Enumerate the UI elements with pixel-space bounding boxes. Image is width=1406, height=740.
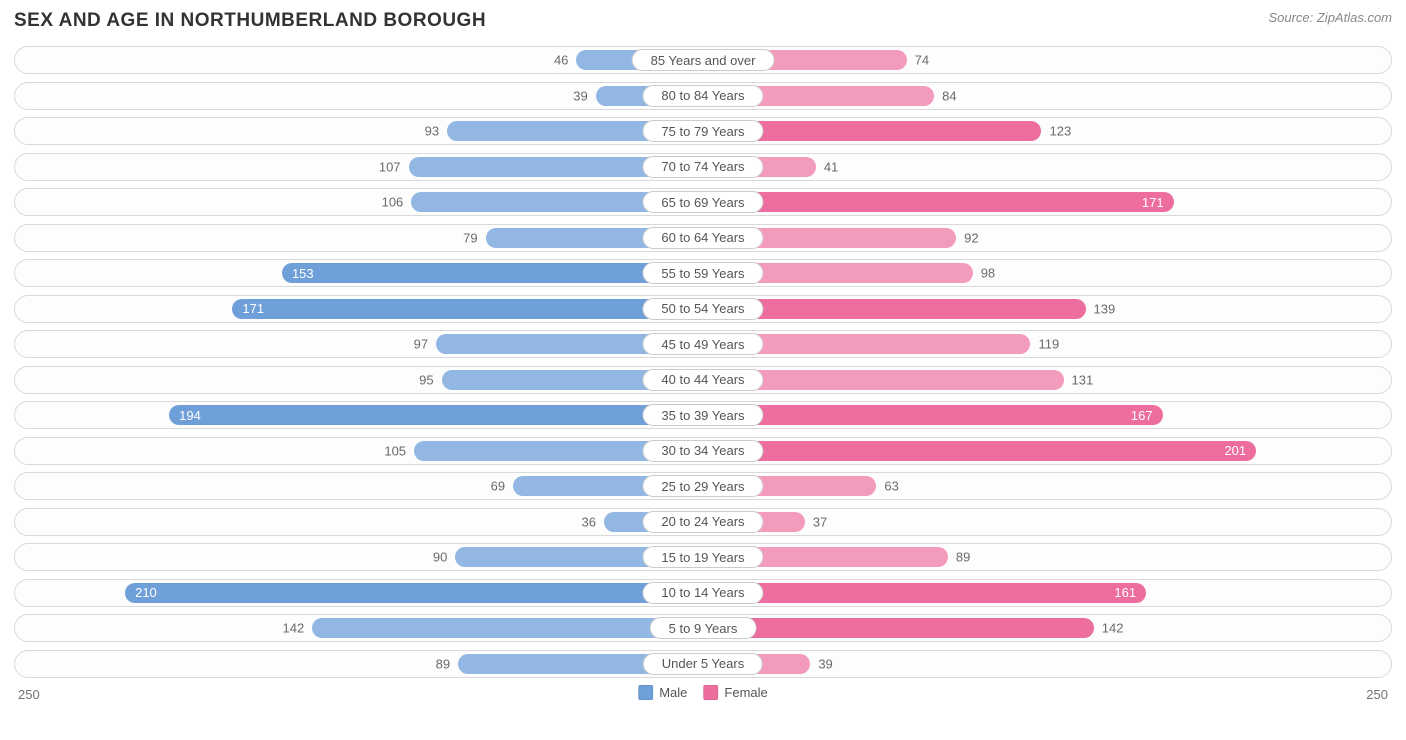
pyramid-row: 153 98 55 to 59 Years (14, 259, 1392, 287)
female-bar: 171 (703, 192, 1174, 212)
pyramid-row: 171 139 50 to 54 Years (14, 295, 1392, 323)
pyramid-row: 46 74 85 Years and over (14, 46, 1392, 74)
age-category-label: 40 to 44 Years (642, 369, 763, 391)
female-value: 201 (1224, 443, 1246, 458)
female-value: 84 (942, 88, 956, 103)
pyramid-row: 106 171 65 to 69 Years (14, 188, 1392, 216)
male-bar (312, 618, 703, 638)
age-category-label: 20 to 24 Years (642, 511, 763, 533)
male-value: 107 (379, 159, 401, 174)
age-category-label: 10 to 14 Years (642, 582, 763, 604)
male-value: 171 (242, 301, 264, 316)
age-category-label: 55 to 59 Years (642, 262, 763, 284)
pyramid-row: 210 161 10 to 14 Years (14, 579, 1392, 607)
female-value: 74 (915, 53, 929, 68)
pyramid-row: 97 119 45 to 49 Years (14, 330, 1392, 358)
pyramid-row: 79 92 60 to 64 Years (14, 224, 1392, 252)
age-category-label: 85 Years and over (632, 49, 775, 71)
male-value: 36 (581, 514, 595, 529)
female-value: 41 (824, 159, 838, 174)
chart-header: SEX AND AGE IN NORTHUMBERLAND BOROUGH So… (14, 10, 1392, 32)
female-value: 171 (1142, 195, 1164, 210)
age-category-label: 65 to 69 Years (642, 191, 763, 213)
female-value: 119 (1038, 337, 1059, 352)
legend-swatch-male (638, 685, 653, 700)
male-value: 39 (573, 88, 587, 103)
male-value: 89 (436, 656, 450, 671)
female-bar: 167 (703, 405, 1163, 425)
male-value: 153 (292, 266, 314, 281)
axis-label-left: 250 (18, 687, 40, 702)
male-value: 95 (419, 372, 433, 387)
male-value: 210 (135, 585, 157, 600)
male-bar: 210 (125, 583, 703, 603)
pyramid-row: 107 41 70 to 74 Years (14, 153, 1392, 181)
female-value: 139 (1094, 301, 1116, 316)
legend-label-male: Male (659, 685, 687, 700)
chart-source: Source: ZipAtlas.com (1268, 10, 1392, 25)
age-category-label: Under 5 Years (643, 653, 763, 675)
pyramid-row: 142 142 5 to 9 Years (14, 614, 1392, 642)
female-value: 37 (813, 514, 827, 529)
age-category-label: 25 to 29 Years (642, 475, 763, 497)
pyramid-row: 90 89 15 to 19 Years (14, 543, 1392, 571)
age-category-label: 5 to 9 Years (650, 617, 757, 639)
female-value: 63 (884, 479, 898, 494)
legend-item-male: Male (638, 685, 687, 700)
female-bar (703, 618, 1094, 638)
pyramid-row: 194 167 35 to 39 Years (14, 401, 1392, 429)
age-category-label: 15 to 19 Years (642, 546, 763, 568)
axis-label-right: 250 (1366, 687, 1388, 702)
female-value: 131 (1072, 372, 1094, 387)
age-category-label: 35 to 39 Years (642, 404, 763, 426)
male-value: 194 (179, 408, 201, 423)
female-bar: 201 (703, 441, 1256, 461)
female-value: 98 (981, 266, 995, 281)
pyramid-row: 105 201 30 to 34 Years (14, 437, 1392, 465)
female-bar: 161 (703, 583, 1146, 603)
pyramid-row: 69 63 25 to 29 Years (14, 472, 1392, 500)
age-category-label: 80 to 84 Years (642, 85, 763, 107)
male-bar: 171 (232, 299, 703, 319)
male-value: 69 (491, 479, 505, 494)
legend-label-female: Female (724, 685, 767, 700)
female-value: 161 (1114, 585, 1136, 600)
female-value: 123 (1049, 124, 1071, 139)
pyramid-row: 36 37 20 to 24 Years (14, 508, 1392, 536)
age-category-label: 70 to 74 Years (642, 156, 763, 178)
male-value: 79 (463, 230, 477, 245)
female-value: 92 (964, 230, 978, 245)
male-value: 105 (384, 443, 406, 458)
female-value: 167 (1131, 408, 1153, 423)
male-value: 93 (425, 124, 439, 139)
chart-title: SEX AND AGE IN NORTHUMBERLAND BOROUGH (14, 10, 486, 32)
female-value: 39 (818, 656, 832, 671)
legend-item-female: Female (703, 685, 767, 700)
age-category-label: 50 to 54 Years (642, 298, 763, 320)
male-value: 142 (283, 621, 305, 636)
age-category-label: 30 to 34 Years (642, 440, 763, 462)
pyramid-row: 95 131 40 to 44 Years (14, 366, 1392, 394)
male-value: 46 (554, 53, 568, 68)
chart-legend: Male Female (638, 685, 768, 700)
age-category-label: 75 to 79 Years (642, 120, 763, 142)
male-value: 97 (414, 337, 428, 352)
female-value: 89 (956, 550, 970, 565)
age-category-label: 60 to 64 Years (642, 227, 763, 249)
male-value: 90 (433, 550, 447, 565)
male-bar: 194 (169, 405, 703, 425)
population-pyramid-chart: 46 74 85 Years and over 39 84 80 to 84 Years 9… (14, 46, 1392, 678)
pyramid-row: 39 84 80 to 84 Years (14, 82, 1392, 110)
chart-footer: 250 Male Female 250 (14, 685, 1392, 709)
legend-swatch-female (703, 685, 718, 700)
pyramid-row: 89 39 Under 5 Years (14, 650, 1392, 678)
male-value: 106 (382, 195, 404, 210)
male-bar: 153 (282, 263, 703, 283)
female-value: 142 (1102, 621, 1124, 636)
age-category-label: 45 to 49 Years (642, 333, 763, 355)
pyramid-row: 93 123 75 to 79 Years (14, 117, 1392, 145)
